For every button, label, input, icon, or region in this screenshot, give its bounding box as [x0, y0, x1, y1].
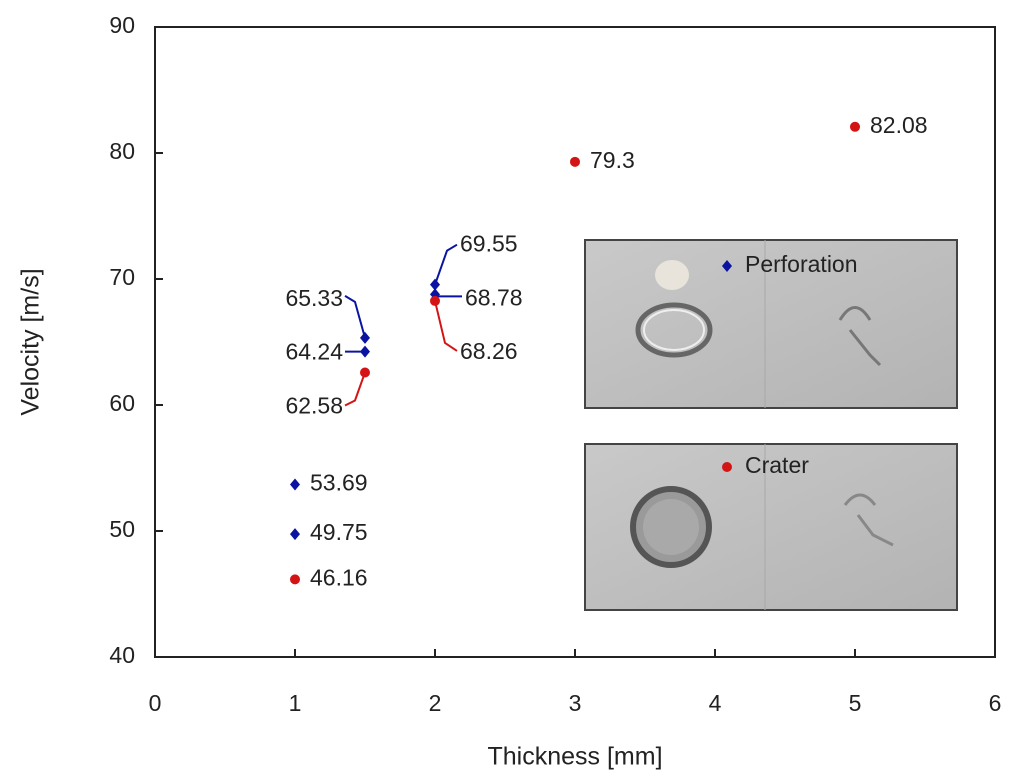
y-tick-label: 40 — [109, 642, 135, 668]
point — [290, 478, 300, 491]
x-tick-label: 4 — [709, 690, 722, 716]
data-label: 53.69 — [310, 470, 368, 496]
data-label: 68.78 — [465, 284, 523, 310]
data-label: 49.75 — [310, 519, 368, 545]
data-label: 64.24 — [285, 339, 343, 365]
x-tick-label: 2 — [429, 690, 442, 716]
data-label: 68.26 — [460, 338, 518, 364]
y-tick-label: 50 — [109, 516, 135, 542]
legend: Perforation Crater — [745, 251, 858, 478]
data-label: 46.16 — [310, 564, 368, 590]
data-label: 69.55 — [460, 231, 518, 257]
x-tick-label: 6 — [989, 690, 1002, 716]
leader-line — [434, 300, 458, 352]
point — [570, 156, 580, 167]
point — [850, 121, 860, 132]
point — [290, 528, 300, 541]
point — [430, 295, 440, 306]
point — [360, 331, 370, 344]
point — [290, 574, 300, 585]
y-tick-label: 70 — [109, 264, 135, 290]
y-tick-label: 90 — [109, 12, 135, 38]
point — [360, 345, 370, 358]
legend-label: Perforation — [745, 251, 858, 277]
data-label: 65.33 — [285, 285, 343, 311]
legend-marker — [722, 462, 732, 472]
y-tick-label: 80 — [109, 138, 135, 164]
inset-photo-crater — [584, 443, 958, 611]
leader-line — [344, 372, 366, 407]
legend-marker — [722, 260, 732, 272]
data-label: 62.58 — [285, 393, 343, 419]
inset-photo-perforation — [584, 239, 958, 409]
leader-line — [344, 294, 366, 339]
x-tick-label: 5 — [849, 690, 862, 716]
data-label: 82.08 — [870, 112, 928, 138]
legend-label: Crater — [745, 452, 809, 478]
x-tick-label: 1 — [289, 690, 302, 716]
point — [430, 278, 440, 291]
y-tick-label: 60 — [109, 390, 135, 416]
data-label: 79.3 — [590, 147, 635, 173]
y-axis-title: Velocity [m/s] — [17, 268, 45, 415]
x-tick-label: 3 — [569, 690, 582, 716]
point — [360, 367, 370, 378]
leader-line — [434, 243, 458, 286]
x-axis-title: Thickness [mm] — [487, 743, 662, 771]
x-tick-label: 0 — [149, 690, 162, 716]
